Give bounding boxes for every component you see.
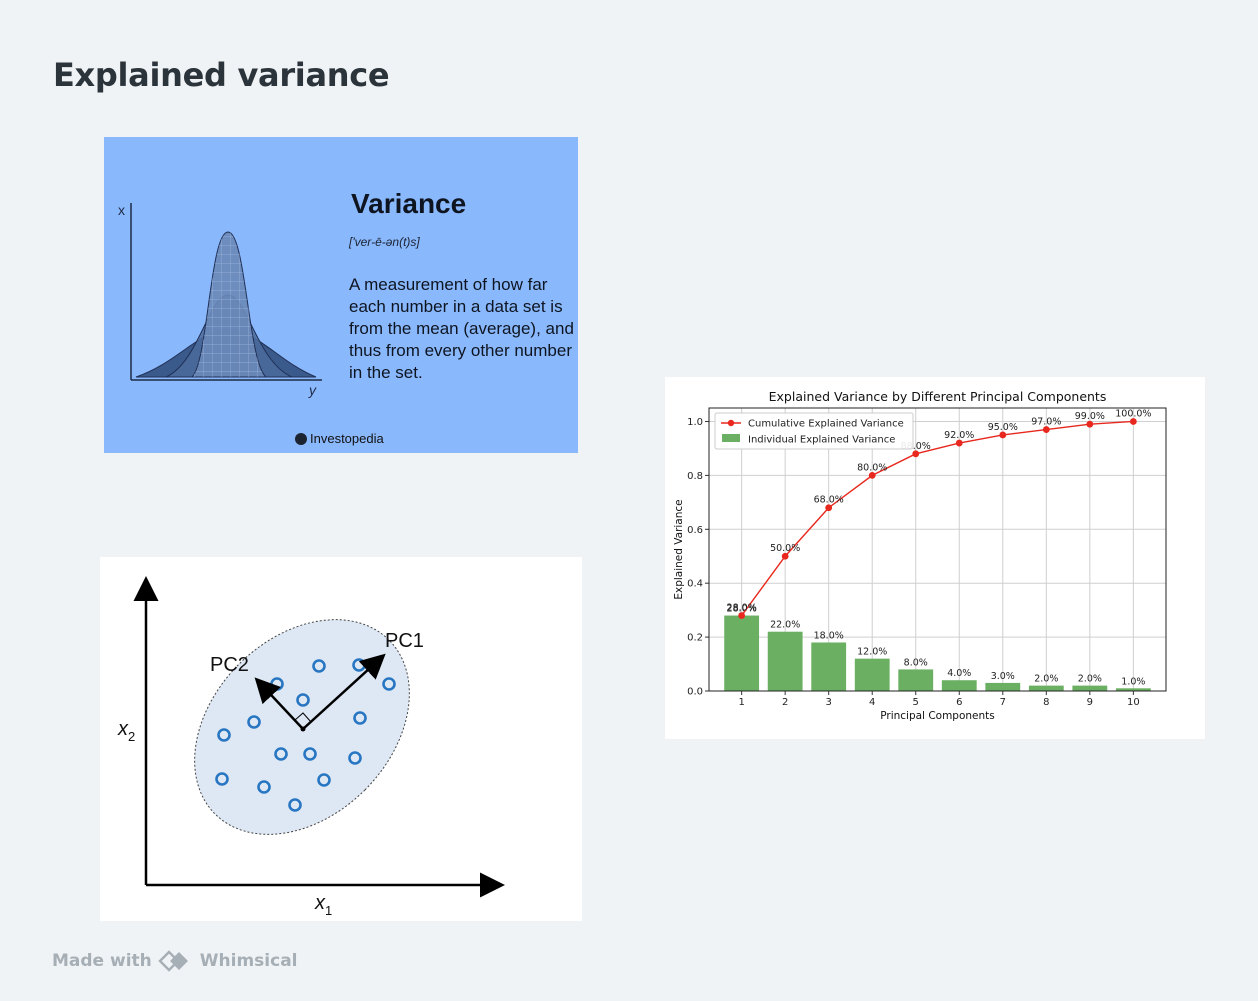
cumulative-point: [825, 504, 833, 512]
bar: [767, 631, 803, 691]
pc1-label: PC1: [385, 630, 424, 652]
cumulative-value-label: 100.0%: [1115, 408, 1151, 419]
legend-cumulative-label: Cumulative Explained Variance: [748, 419, 904, 430]
bell-curve-illustration: x y: [118, 202, 322, 398]
cumulative-point: [912, 450, 920, 458]
x1-axis-label: x1: [314, 892, 332, 918]
y-tick-label: 0.0: [687, 687, 703, 698]
x-axis-title: Principal Components: [880, 710, 995, 722]
bar: [854, 658, 890, 691]
cumulative-point: [1042, 426, 1050, 433]
cumulative-value-label: 28.0%: [727, 603, 757, 614]
cumulative-value-label: 92.0%: [944, 430, 974, 441]
chart-title: Explained Variance by Different Principa…: [769, 389, 1107, 404]
cumulative-value-label: 99.0%: [1075, 411, 1105, 422]
page-title: Explained variance: [53, 56, 390, 94]
pc2-label: PC2: [210, 654, 249, 676]
cumulative-point: [738, 612, 746, 619]
bar-value-label: 8.0%: [904, 657, 928, 668]
explained-variance-chart: 0.00.20.40.60.81.028.0%22.0%18.0%12.0%8.…: [673, 389, 1167, 722]
legend-point-swatch: [727, 419, 735, 427]
bar: [941, 680, 977, 691]
variance-x-axis-label: x: [118, 202, 125, 218]
variance-definition: A measurement of how far each number in …: [349, 275, 574, 382]
bar: [811, 642, 847, 691]
x-tick-label: 5: [913, 697, 919, 708]
x2-axis-label: x2: [117, 718, 135, 744]
cumulative-point: [955, 439, 963, 447]
bar-value-label: 28.0%: [727, 604, 757, 615]
bar-value-label: 3.0%: [991, 671, 1015, 682]
cumulative-value-label: 97.0%: [1031, 417, 1061, 428]
bar: [1072, 685, 1108, 691]
bar: [1115, 688, 1151, 691]
y-tick-label: 0.8: [687, 471, 703, 482]
x-tick-label: 6: [956, 697, 962, 708]
legend-box: [714, 412, 914, 450]
bar-value-label: 2.0%: [1034, 674, 1058, 685]
x-tick-label: 3: [826, 697, 832, 708]
x-tick-label: 1: [738, 697, 744, 708]
investopedia-logo-icon: [295, 432, 307, 445]
bar-value-label: 4.0%: [947, 668, 971, 679]
x-tick-label: 2: [782, 697, 788, 708]
investopedia-brand: Investopedia: [295, 431, 384, 446]
x-tick-label: 8: [1043, 697, 1049, 708]
cumulative-value-label: 88.0%: [901, 441, 931, 452]
bar: [898, 669, 934, 691]
explained-variance-chart-image: 0.0 0.2 0.4 0.6 0.8 1.0 28.0% 22.0% 18.0% 12.0% 8.…: [665, 377, 1205, 739]
variance-y-axis-label: y: [308, 382, 317, 398]
cumulative-point: [868, 471, 876, 479]
cumulative-value-label: 95.0%: [988, 422, 1018, 433]
whimsical-logo-icon: [158, 950, 188, 972]
whimsical-brand-label[interactable]: Whimsical: [199, 951, 298, 971]
bar-value-label: 22.0%: [770, 620, 800, 631]
variance-definition-image: x y Variance ['ver-ē-ən(t)s] A measureme…: [104, 137, 578, 453]
cumulative-value-label: 50.0%: [770, 543, 800, 554]
variance-phonetic: ['ver-ē-ən(t)s]: [349, 235, 420, 249]
investopedia-brand-label: Investopedia: [310, 431, 384, 446]
cumulative-line: [741, 420, 1134, 616]
variance-heading: Variance: [351, 188, 467, 219]
legend-bar-swatch: [722, 434, 740, 442]
bar-value-label: 18.0%: [814, 630, 844, 641]
bar-value-label: 12.0%: [857, 647, 887, 658]
y-axis-title: Explained Variance: [673, 499, 685, 599]
y-tick-label: 1.0: [687, 417, 703, 428]
x-tick-label: 9: [1087, 697, 1093, 708]
cumulative-point: [1129, 418, 1137, 425]
y-tick-label: 0.6: [687, 525, 703, 536]
y-tick-label: 0.2: [687, 633, 703, 644]
cumulative-point: [999, 431, 1007, 439]
bar: [985, 682, 1021, 691]
bar-value-label: 2.0%: [1078, 674, 1102, 685]
x-tick-label: 10: [1127, 697, 1140, 708]
cumulative-point: [1086, 420, 1094, 428]
bar: [1028, 685, 1064, 691]
legend-individual-label: Individual Explained Variance: [748, 435, 895, 446]
pca-diagram: PC1 PC2 x1 x2: [117, 576, 505, 918]
y-tick-label: 0.4: [687, 579, 703, 590]
cumulative-point: [781, 552, 789, 560]
bar-value-label: 1.0%: [1121, 676, 1145, 687]
made-with-label: Made with: [52, 951, 152, 971]
pca-diagram-image: PC1 PC2 x1 x2: [100, 557, 582, 921]
x-tick-label: 7: [1000, 697, 1006, 708]
cumulative-value-label: 80.0%: [857, 462, 887, 473]
bar: [724, 615, 760, 691]
cumulative-value-label: 68.0%: [814, 495, 844, 506]
x-tick-label: 4: [869, 697, 875, 708]
footer: Made with Whimsical: [52, 950, 298, 972]
plot-frame: [708, 407, 1167, 692]
